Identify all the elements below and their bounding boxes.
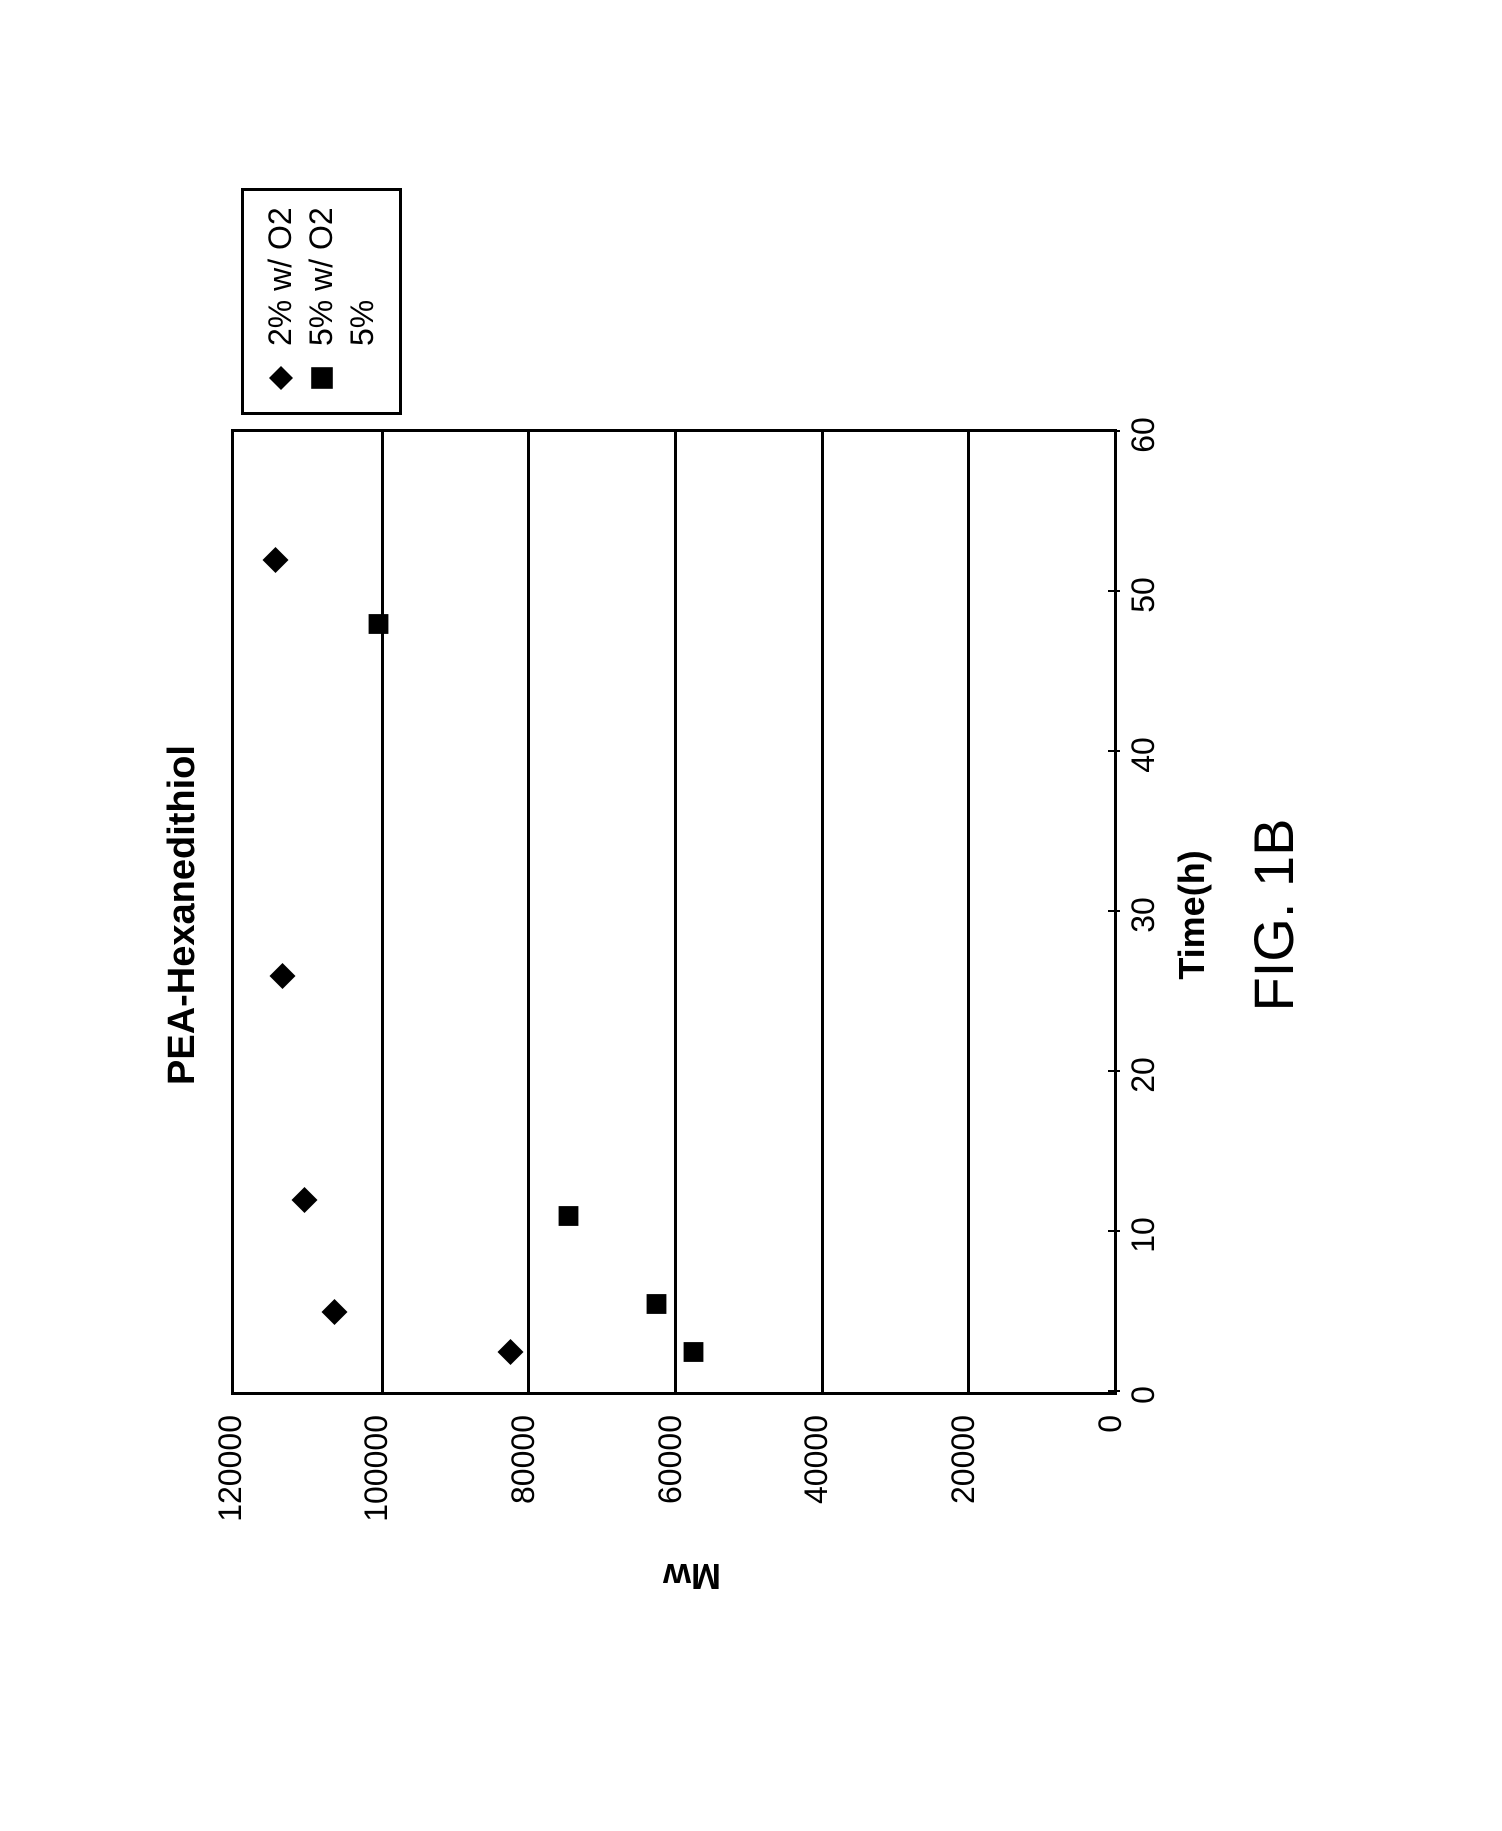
data-point <box>270 963 301 989</box>
x-tick-label: 20 <box>1125 1057 1162 1093</box>
legend: 2% w/ O25% w/ O25% <box>241 188 402 415</box>
legend-item: 2% w/ O2 <box>262 207 299 396</box>
legend-item: 5% <box>344 207 381 396</box>
x-tick-label: 0 <box>1125 1386 1162 1404</box>
legend-label: 5% <box>344 300 381 346</box>
x-tick-label: 50 <box>1125 577 1162 613</box>
x-tick-label: 30 <box>1125 897 1162 933</box>
x-tick <box>1108 590 1120 592</box>
x-axis-title: Time(h) <box>1171 435 1213 1395</box>
x-tick-label: 40 <box>1125 737 1162 773</box>
data-point <box>292 1187 323 1213</box>
legend-label: 2% w/ O2 <box>262 207 299 346</box>
figure-caption: FIG. 1B <box>1241 435 1306 1395</box>
gridline <box>381 432 384 1392</box>
y-axis-title: Mw <box>663 1555 721 1597</box>
x-tick <box>1108 750 1120 752</box>
x-tick <box>1108 910 1120 912</box>
data-point <box>263 547 294 573</box>
data-point <box>497 1339 528 1365</box>
data-point <box>646 1293 673 1315</box>
gridline <box>967 432 970 1392</box>
data-point <box>367 613 394 635</box>
data-point <box>321 1299 352 1325</box>
x-tick-label: 10 <box>1125 1217 1162 1253</box>
x-tick <box>1108 1230 1120 1232</box>
legend-marker-icon <box>310 360 334 396</box>
x-tick-label: 60 <box>1125 417 1162 453</box>
x-tick <box>1108 430 1120 432</box>
gridline <box>821 432 824 1392</box>
chart-title: PEA-Hexanedithiol <box>161 165 204 1665</box>
chart-container: PEA-Hexanedithiol Mw Time(h) 2% w/ O25% … <box>151 165 1351 1665</box>
x-tick <box>1108 1390 1120 1392</box>
page: PEA-Hexanedithiol Mw Time(h) 2% w/ O25% … <box>0 0 1502 1831</box>
legend-item: 5% w/ O2 <box>303 207 340 396</box>
gridline <box>527 432 530 1392</box>
gridline <box>674 432 677 1392</box>
plot-area <box>231 429 1117 1395</box>
legend-marker-icon <box>269 360 293 396</box>
legend-label: 5% w/ O2 <box>303 207 340 346</box>
data-point <box>558 1205 585 1227</box>
data-point <box>683 1341 710 1363</box>
x-tick <box>1108 1070 1120 1072</box>
